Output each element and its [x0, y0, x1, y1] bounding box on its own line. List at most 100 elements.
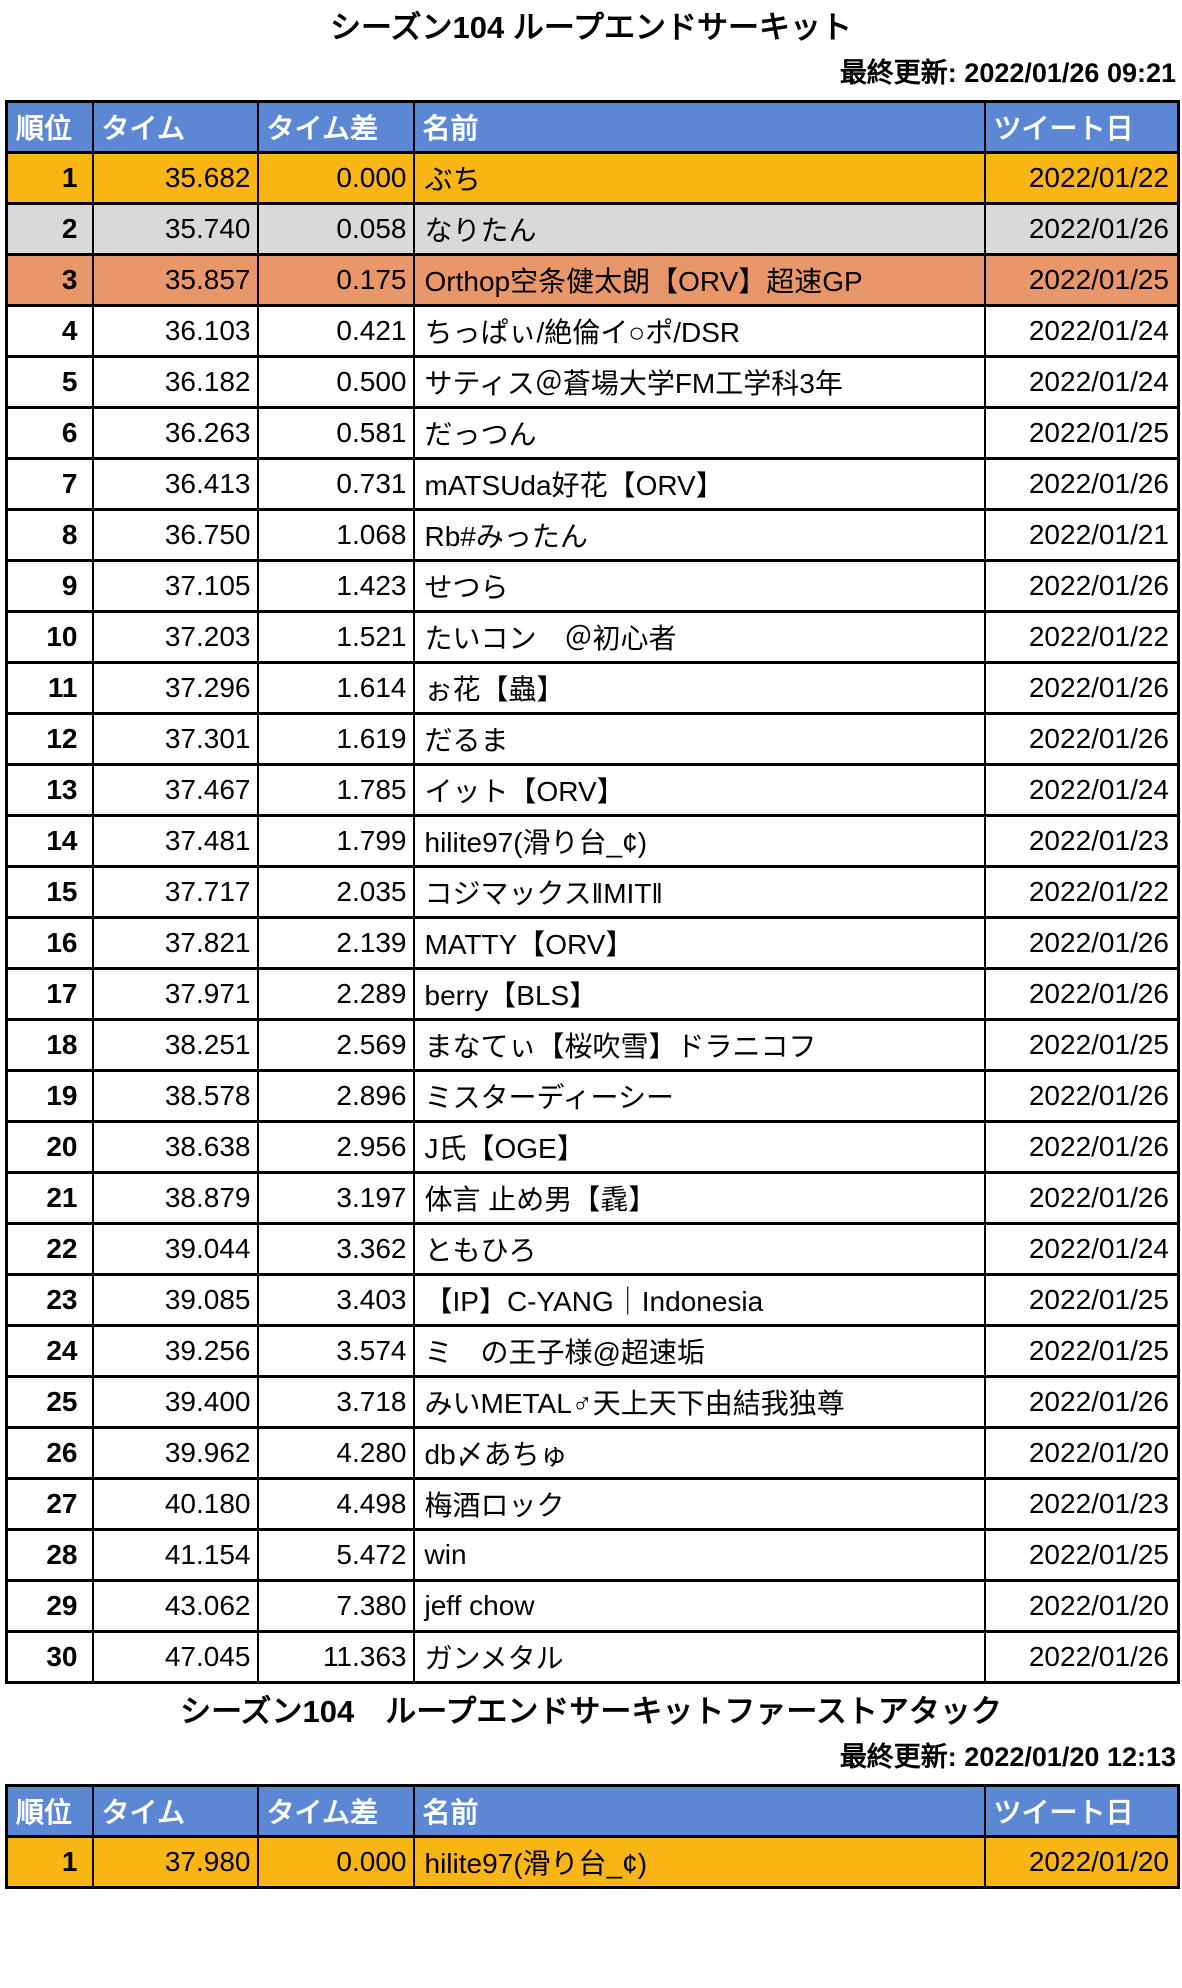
- time-cell: 35.857: [91, 253, 259, 307]
- date-cell: 2022/01/23: [983, 814, 1180, 868]
- ranking-row-19: 19 38.578 2.896 ミスターディーシー 2022/01/26: [5, 1069, 1180, 1123]
- time-cell: 36.413: [91, 457, 259, 511]
- name-cell: J氏【OGE】: [412, 1120, 986, 1174]
- name-cell: ガンメタル: [412, 1630, 986, 1684]
- diff-cell: 3.403: [256, 1273, 415, 1327]
- diff-cell: 1.619: [256, 712, 415, 766]
- diff-cell: 0.500: [256, 355, 415, 409]
- page-title: シーズン104 ループエンドサーキット: [330, 10, 852, 45]
- ranking-row-16: 16 37.821 2.139 MATTY【ORV】 2022/01/26: [5, 916, 1180, 970]
- ranking-row-20: 20 38.638 2.956 J氏【OGE】 2022/01/26: [5, 1120, 1180, 1174]
- time-cell: 38.578: [91, 1069, 259, 1123]
- time-cell: 40.180: [91, 1477, 259, 1531]
- diff-cell: 0.175: [256, 253, 415, 307]
- name-cell: まなてぃ【桜吹雪】ドラニコフ: [412, 1018, 986, 1072]
- diff-cell: 2.289: [256, 967, 415, 1021]
- name-cell: 【IP】C-YANG｜Indonesia: [412, 1273, 986, 1327]
- name-cell: ぶち: [412, 151, 986, 205]
- first-attack-ranking-section: シーズン104 ループエンドサーキットファーストアタック 最終更新: 2022/…: [0, 1692, 1182, 1889]
- date-cell: 2022/01/25: [983, 1018, 1180, 1072]
- diff-cell: 1.785: [256, 763, 415, 817]
- time-cell: 36.750: [91, 508, 259, 562]
- time-cell: 38.251: [91, 1018, 259, 1072]
- ranking-row-17: 17 37.971 2.289 berry【BLS】 2022/01/26: [5, 967, 1180, 1021]
- ranking-row-22: 22 39.044 3.362 ともひろ 2022/01/24: [5, 1222, 1180, 1276]
- column-header-diff: タイム差: [256, 1784, 415, 1838]
- diff-cell: 1.614: [256, 661, 415, 715]
- time-cell: 35.740: [91, 202, 259, 256]
- rank-cell: 16: [5, 916, 94, 970]
- ranking-row-25: 25 39.400 3.718 みいMETAL♂天上天下由結我独尊 2022/01/26: [5, 1375, 1180, 1429]
- ranking-row-18: 18 38.251 2.569 まなてぃ【桜吹雪】ドラニコフ 2022/01/25: [5, 1018, 1180, 1072]
- name-cell: せつら: [412, 559, 986, 613]
- column-header-name: 名前: [412, 1784, 986, 1838]
- name-cell: ともひろ: [412, 1222, 986, 1276]
- date-cell: 2022/01/26: [983, 967, 1180, 1021]
- first-attack-ranking-table: 順位 タイム タイム差 名前 ツイート日 1 37.980 0.000 hilite97(滑り台…: [5, 1784, 1180, 1889]
- date-cell: 2022/01/26: [983, 916, 1180, 970]
- header-row: 順位 タイム タイム差 名前 ツイート日: [5, 1784, 1180, 1838]
- time-cell: 37.821: [91, 916, 259, 970]
- rank-cell: 1: [5, 1835, 94, 1889]
- name-cell: jeff chow: [412, 1579, 986, 1633]
- name-cell: db〆あちゅ: [412, 1426, 986, 1480]
- ranking-row-1: 1 35.682 0.000 ぶち 2022/01/22: [5, 151, 1180, 205]
- date-cell: 2022/01/22: [983, 865, 1180, 919]
- time-cell: 37.467: [91, 763, 259, 817]
- name-cell: hilite97(滑り台_¢): [412, 1835, 986, 1889]
- ranking-row-24: 24 39.256 3.574 ミ の王子様@超速垢 2022/01/25: [5, 1324, 1180, 1378]
- rank-cell: 11: [5, 661, 94, 715]
- name-cell: イット【ORV】: [412, 763, 986, 817]
- ranking-row-4: 4 36.103 0.421 ちっぱぃ/絶倫イ○ポ/DSR 2022/01/24: [5, 304, 1180, 358]
- name-cell: Orthop空条健太朗【ORV】超速GP: [412, 253, 986, 307]
- name-cell: なりたん: [412, 202, 986, 256]
- date-cell: 2022/01/26: [983, 1120, 1180, 1174]
- time-cell: 38.638: [91, 1120, 259, 1174]
- diff-cell: 0.731: [256, 457, 415, 511]
- rank-cell: 5: [5, 355, 94, 409]
- ranking-row-10: 10 37.203 1.521 たいコン ＠初心者 2022/01/22: [5, 610, 1180, 664]
- column-header-rank: 順位: [5, 1784, 94, 1838]
- diff-cell: 0.000: [256, 1835, 415, 1889]
- name-cell: MATTY【ORV】: [412, 916, 986, 970]
- rank-cell: 25: [5, 1375, 94, 1429]
- date-cell: 2022/01/26: [983, 1069, 1180, 1123]
- time-cell: 39.256: [91, 1324, 259, 1378]
- diff-cell: 2.035: [256, 865, 415, 919]
- rank-cell: 4: [5, 304, 94, 358]
- name-cell: berry【BLS】: [412, 967, 986, 1021]
- time-cell: 38.879: [91, 1171, 259, 1225]
- name-cell: Rb#みったん: [412, 508, 986, 562]
- ranking-row-23: 23 39.085 3.403 【IP】C-YANG｜Indonesia 2022/01…: [5, 1273, 1180, 1327]
- time-cell: 37.296: [91, 661, 259, 715]
- ranking-row-6: 6 36.263 0.581 だっつん 2022/01/25: [5, 406, 1180, 460]
- date-cell: 2022/01/24: [983, 763, 1180, 817]
- time-cell: 41.154: [91, 1528, 259, 1582]
- diff-cell: 1.521: [256, 610, 415, 664]
- diff-cell: 0.058: [256, 202, 415, 256]
- ranking-row-8: 8 36.750 1.068 Rb#みったん 2022/01/21: [5, 508, 1180, 562]
- ranking-row-3: 3 35.857 0.175 Orthop空条健太朗【ORV】超速GP 2022/01/…: [5, 253, 1180, 307]
- diff-cell: 1.799: [256, 814, 415, 868]
- rank-cell: 26: [5, 1426, 94, 1480]
- time-cell: 36.182: [91, 355, 259, 409]
- rank-cell: 3: [5, 253, 94, 307]
- diff-cell: 0.000: [256, 151, 415, 205]
- ranking-row-26: 26 39.962 4.280 db〆あちゅ 2022/01/20: [5, 1426, 1180, 1480]
- rank-cell: 14: [5, 814, 94, 868]
- ranking-row-27: 27 40.180 4.498 梅酒ロック 2022/01/23: [5, 1477, 1180, 1531]
- ranking-row-14: 14 37.481 1.799 hilite97(滑り台_¢) 2022/01/23: [5, 814, 1180, 868]
- diff-cell: 7.380: [256, 1579, 415, 1633]
- date-cell: 2022/01/24: [983, 355, 1180, 409]
- name-cell: だっつん: [412, 406, 986, 460]
- diff-cell: 1.068: [256, 508, 415, 562]
- diff-cell: 3.362: [256, 1222, 415, 1276]
- diff-cell: 3.197: [256, 1171, 415, 1225]
- name-cell: 梅酒ロック: [412, 1477, 986, 1531]
- season-ranking-section: シーズン104 ループエンドサーキット 最終更新: 2022/01/26 09:…: [0, 8, 1182, 1684]
- diff-cell: 0.581: [256, 406, 415, 460]
- date-cell: 2022/01/25: [983, 1528, 1180, 1582]
- rank-cell: 17: [5, 967, 94, 1021]
- diff-cell: 4.498: [256, 1477, 415, 1531]
- rank-cell: 22: [5, 1222, 94, 1276]
